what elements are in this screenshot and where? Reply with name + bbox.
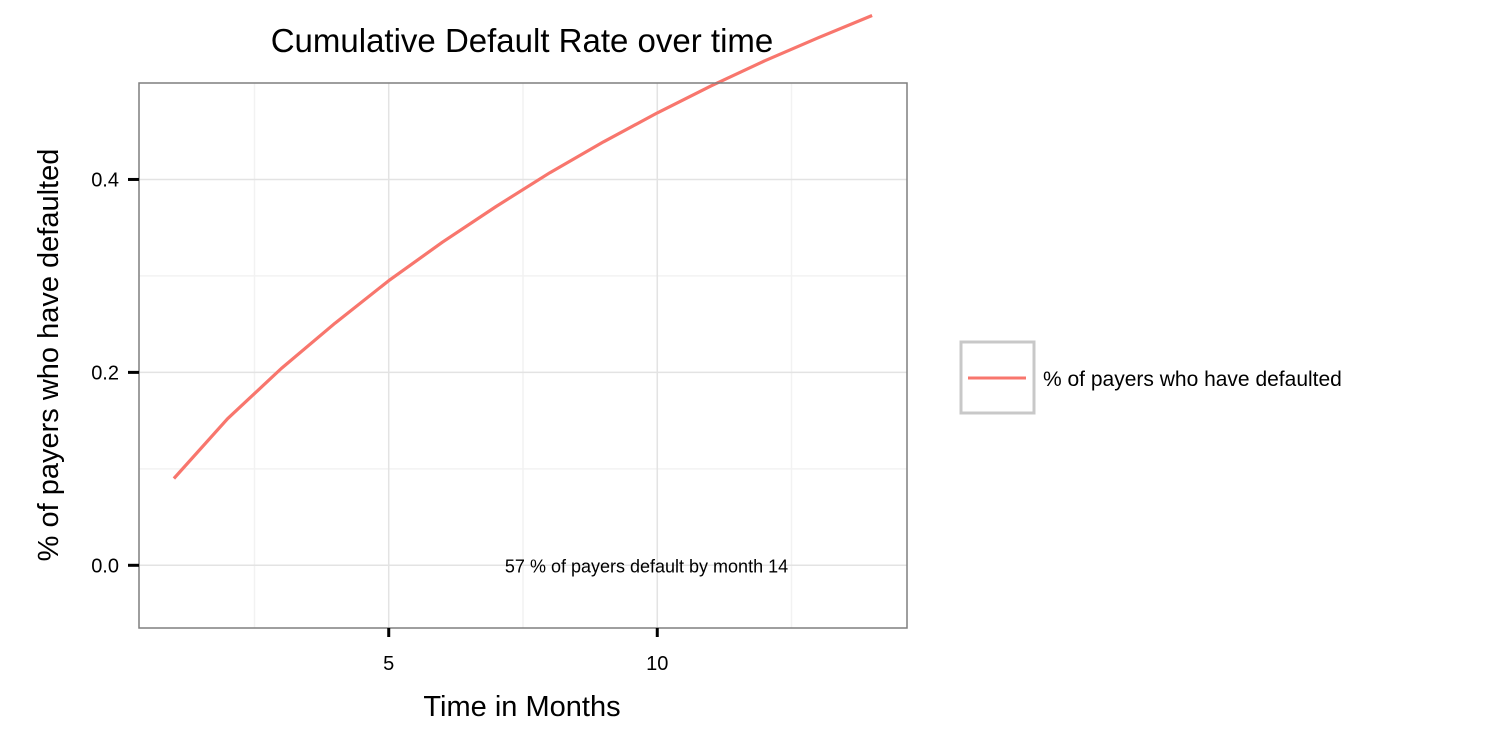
series-line-0 (172, 14, 873, 480)
minor-gridlines (139, 83, 907, 628)
y-tick-label: 0.2 (91, 362, 119, 384)
major-gridlines (139, 83, 907, 628)
y-axis: 0.0 0.2 0.4 (91, 169, 139, 577)
annotation-text: 57 % of payers default by month 14 (505, 556, 788, 576)
x-axis-title: Time in Months (423, 691, 620, 723)
y-tick-label: 0.4 (91, 169, 119, 191)
x-tick-label: 5 (383, 653, 394, 675)
series-layer (172, 14, 873, 480)
legend-label: % of payers who have defaulted (1043, 368, 1342, 391)
x-tick-label: 10 (646, 653, 668, 675)
legend: % of payers who have defaulted (959, 340, 1342, 415)
y-axis-title: % of payers who have defaulted (33, 149, 65, 562)
y-tick-label: 0.0 (91, 555, 119, 577)
x-axis: 5 10 (383, 628, 668, 675)
plot-border (138, 82, 908, 629)
chart-title: Cumulative Default Rate over time (271, 22, 774, 59)
